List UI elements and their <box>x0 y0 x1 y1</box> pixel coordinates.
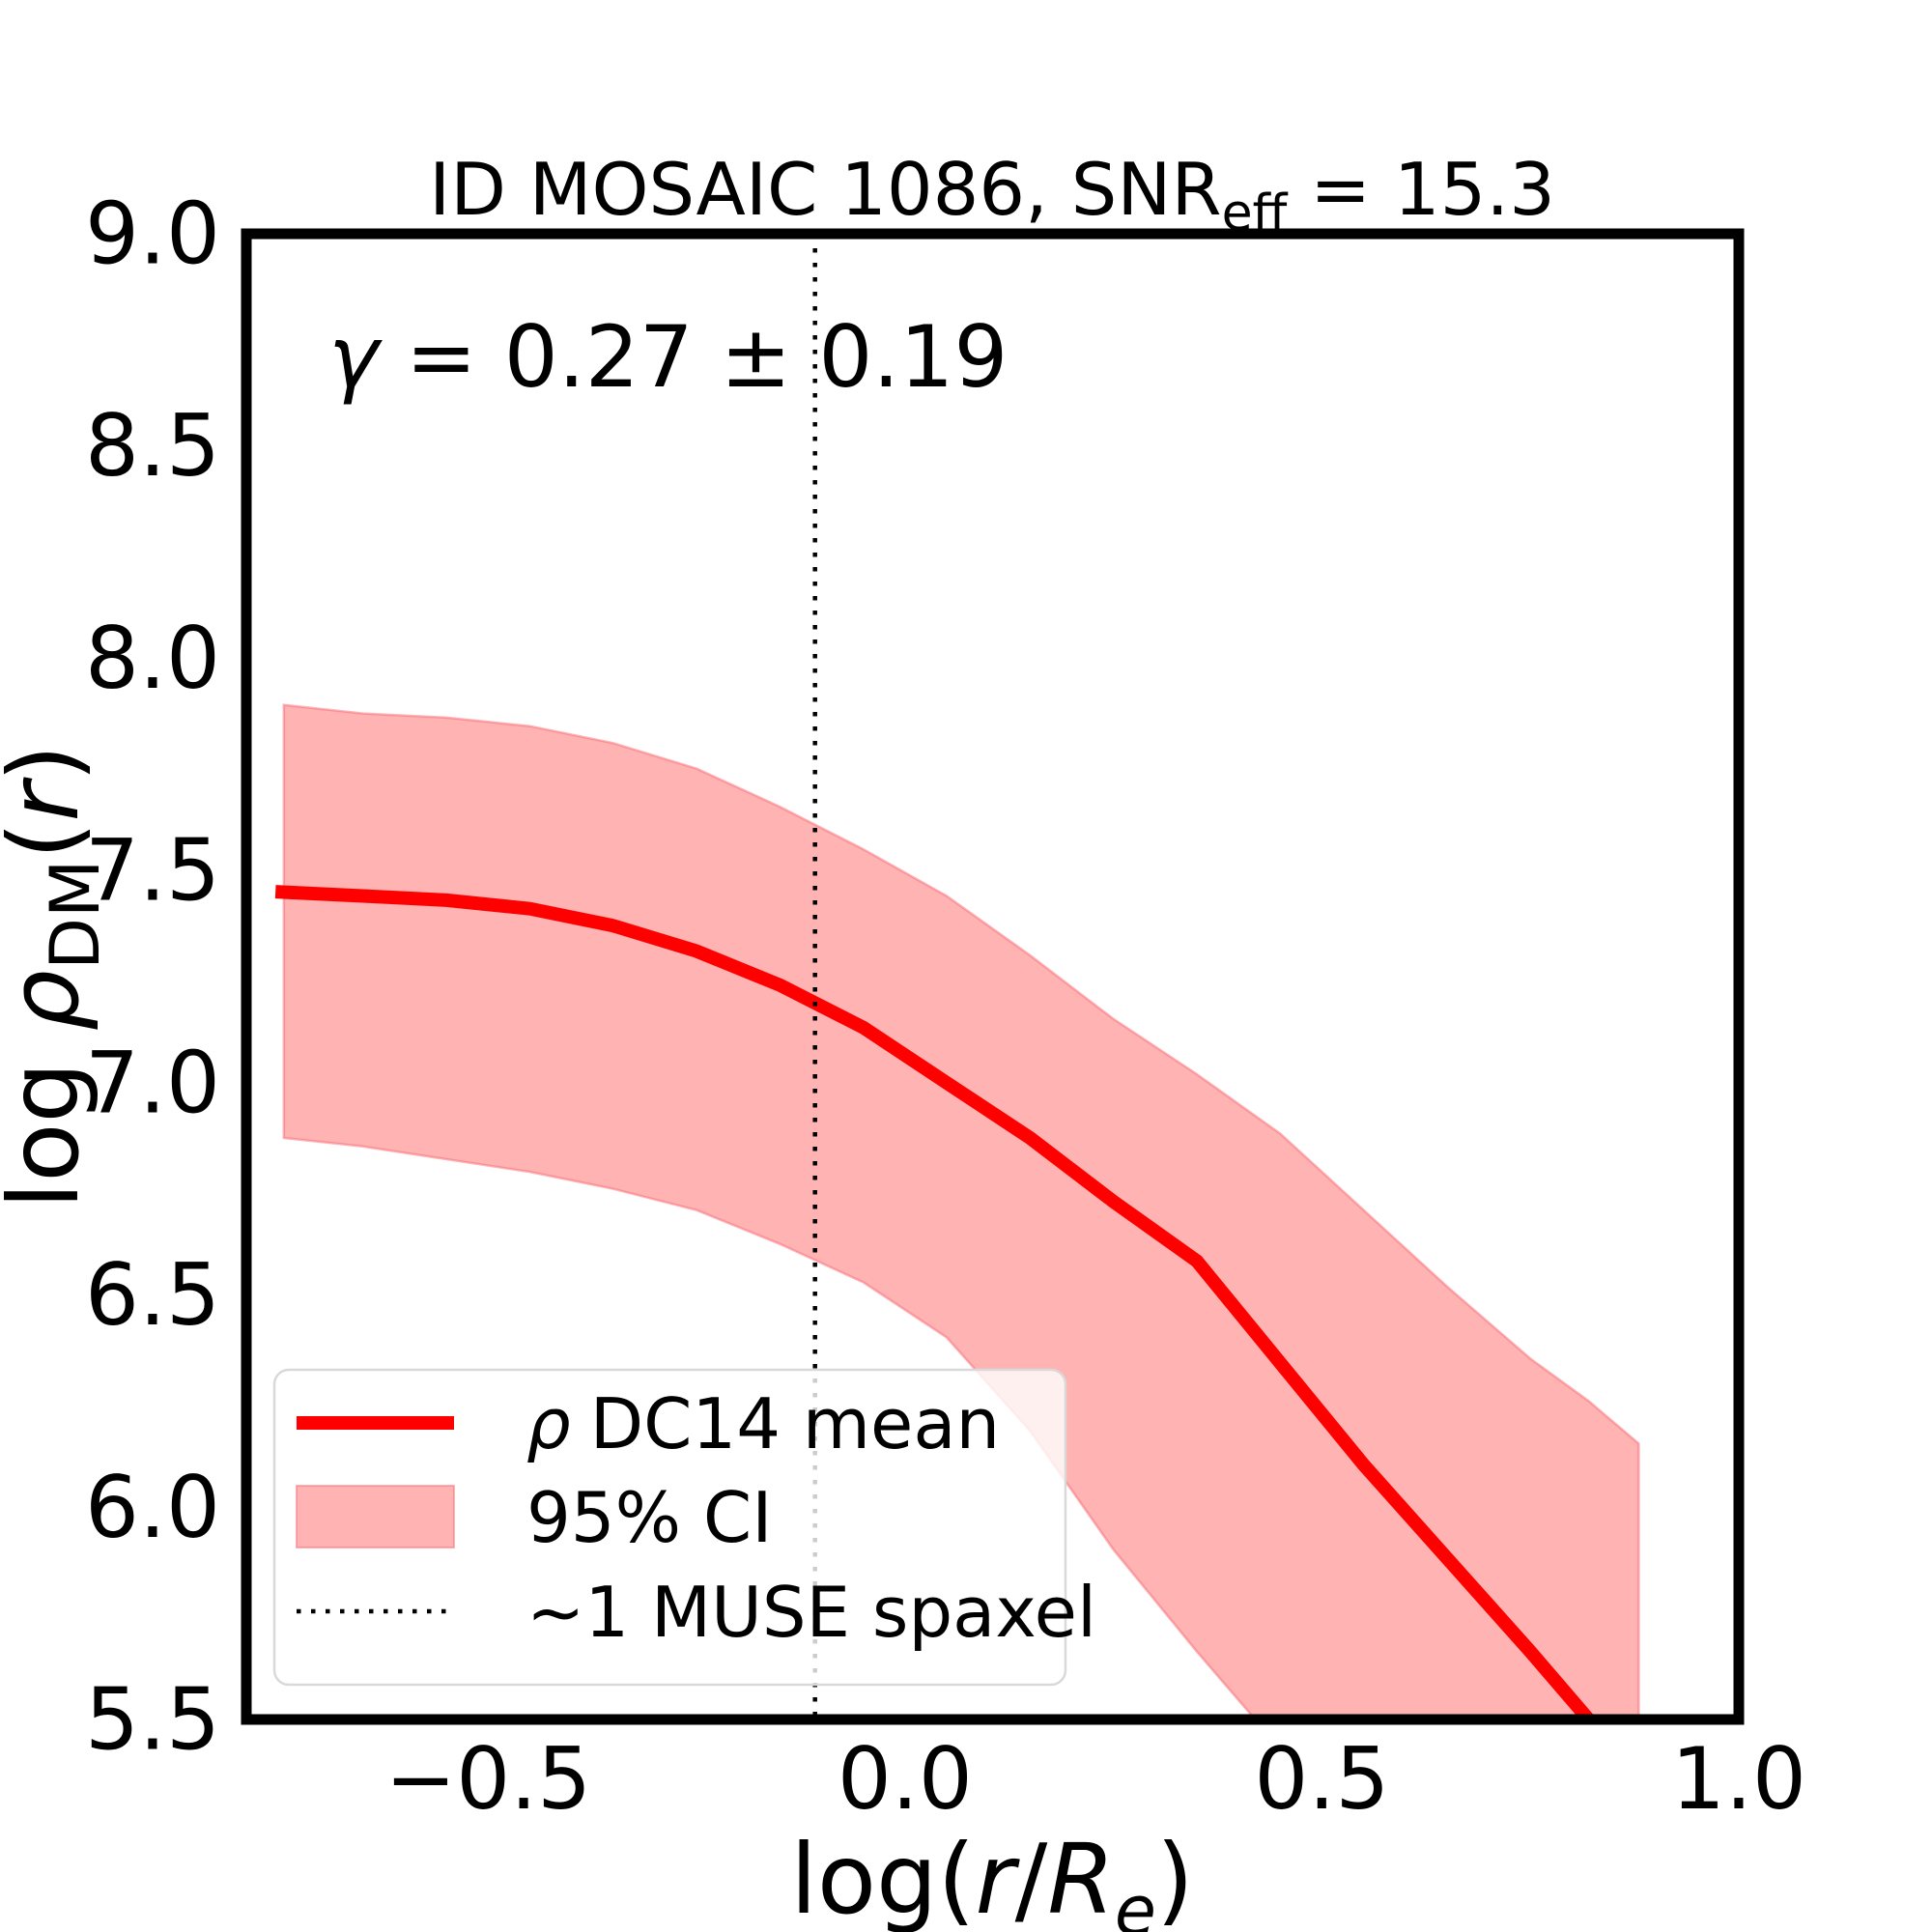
y-tick-label: 5.5 <box>85 1670 220 1770</box>
plot-frame <box>241 228 1745 1725</box>
y-tick-label: 6.0 <box>85 1458 220 1557</box>
legend-item-spaxel: ~1 MUSE spaxel <box>297 1572 1096 1653</box>
y-tick-labels: 9.0 8.5 8.0 7.5 7.0 6.5 6.0 5.5 <box>85 185 220 1770</box>
legend-item-mean: ρ DC14 mean <box>297 1383 1000 1464</box>
y-tick-label: 7.0 <box>85 1033 220 1132</box>
gamma-annotation: γ = 0.27 ± 0.19 <box>328 307 1008 407</box>
x-tick-label: 0.5 <box>1254 1729 1389 1829</box>
legend-item-ci: 95% CI <box>296 1477 772 1558</box>
y-tick-label: 8.0 <box>85 609 220 708</box>
y-tick-label: 8.5 <box>85 396 220 496</box>
legend-label-mean: ρ DC14 mean <box>526 1383 1000 1464</box>
plot-title: ID MOSAIC 1086, SNReff = 15.3 <box>429 147 1555 242</box>
legend: ρ DC14 mean 95% CI ~1 MUSE spaxel <box>272 1368 1096 1687</box>
legend-box <box>272 1368 1067 1687</box>
y-axis-label: log ρDM(r) <box>0 744 115 1208</box>
ci-band-sample <box>296 1485 455 1548</box>
x-axis-label: log(r/Re) <box>790 1823 1194 1932</box>
x-tick-labels: −0.5 0.0 0.5 1.0 <box>384 1729 1806 1829</box>
ci-band <box>282 703 1640 1719</box>
y-tick-label: 6.5 <box>85 1245 220 1345</box>
legend-label-spaxel: ~1 MUSE spaxel <box>526 1572 1096 1653</box>
legend-label-ci: 95% CI <box>526 1477 772 1558</box>
x-tick-label: 0.0 <box>838 1729 973 1829</box>
x-tick-label: −0.5 <box>384 1729 591 1829</box>
y-tick-label: 7.5 <box>85 821 220 921</box>
x-tick-label: 1.0 <box>1671 1729 1806 1829</box>
y-tick-label: 9.0 <box>85 185 220 284</box>
mean-line <box>274 885 1598 1719</box>
